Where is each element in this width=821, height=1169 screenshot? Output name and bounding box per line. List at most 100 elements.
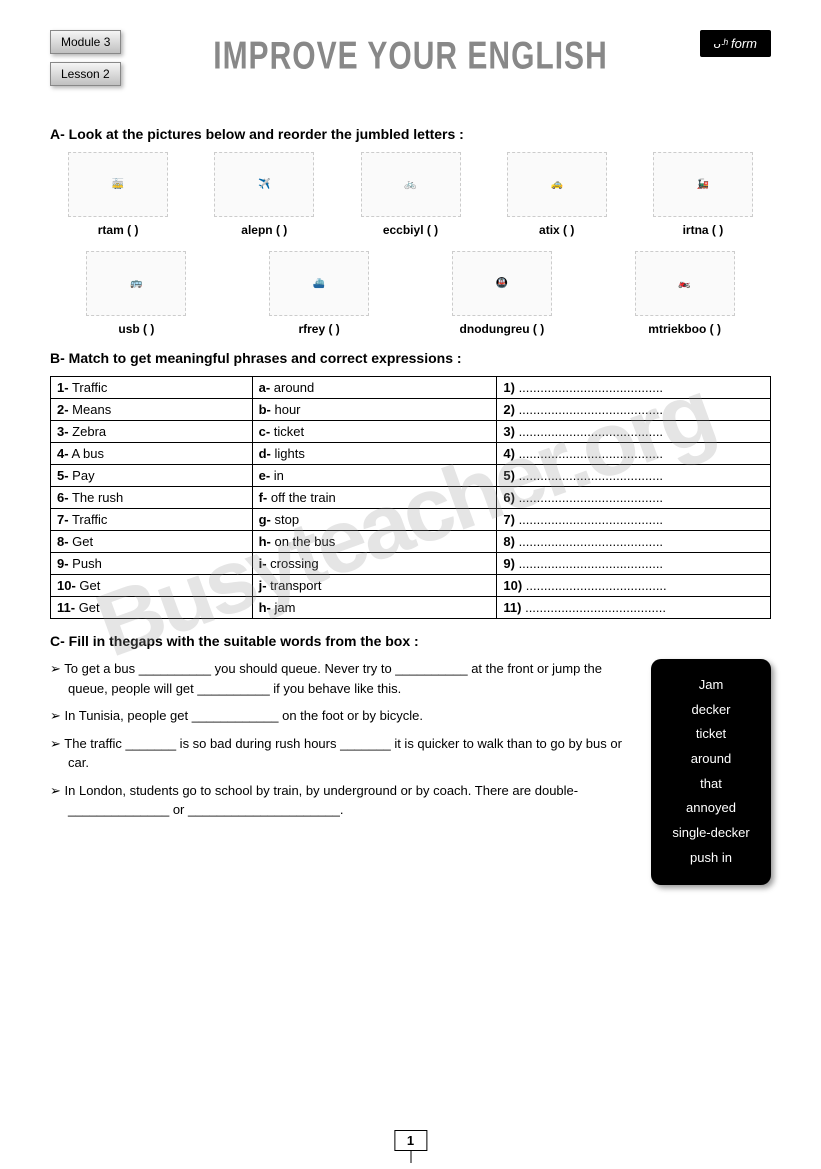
table-cell: 10- Get: [51, 575, 253, 597]
word-box-item: that: [663, 772, 759, 797]
table-cell: 3- Zebra: [51, 421, 253, 443]
table-cell: 8) .....................................…: [497, 531, 771, 553]
page-tail: [410, 1151, 411, 1163]
img-label: mtriekboo ( ): [598, 322, 771, 336]
image-row-2: 🚌 usb ( ) ⛴️ rfrey ( ) 🚇 dnodungreu ( ) 🏍️ m…: [50, 251, 771, 336]
img-item: 🚲 eccbiyl ( ): [342, 152, 478, 237]
table-cell: 6- The rush: [51, 487, 253, 509]
header: Module 3 Lesson 2 IMPROVE YOUR ENGLISH 8…: [50, 30, 771, 86]
table-cell: 3) .....................................…: [497, 421, 771, 443]
motorbike-icon: 🏍️: [635, 251, 735, 316]
image-row-1: 🚋 rtam ( ) ✈️ alepn ( ) 🚲 eccbiyl ( ) 🚕 atix…: [50, 152, 771, 237]
img-label: eccbiyl ( ): [342, 223, 478, 237]
img-label: rfrey ( ): [233, 322, 406, 336]
table-cell: b- hour: [252, 399, 497, 421]
table-cell: 1- Traffic: [51, 377, 253, 399]
fill-text: To get a bus __________ you should queue…: [50, 659, 637, 885]
page-title: IMPROVE YOUR ENGLISH: [121, 35, 699, 79]
fill-line: In London, students go to school by trai…: [50, 781, 637, 820]
table-row: 6- The rushf- off the train6) ..........…: [51, 487, 771, 509]
section-c-title: C- Fill in thegaps with the suitable wor…: [50, 633, 771, 649]
train-icon: 🚂: [653, 152, 753, 217]
section-a-title: A- Look at the pictures below and reorde…: [50, 126, 771, 142]
table-row: 1- Traffica- around1) ..................…: [51, 377, 771, 399]
word-box-item: decker: [663, 698, 759, 723]
table-cell: i- crossing: [252, 553, 497, 575]
table-cell: 2) .....................................…: [497, 399, 771, 421]
table-row: 10- Getj- transport10) .................…: [51, 575, 771, 597]
table-row: 9- Pushi- crossing9) ...................…: [51, 553, 771, 575]
lesson-label: Lesson 2: [50, 62, 121, 86]
taxi-icon: 🚕: [507, 152, 607, 217]
table-cell: a- around: [252, 377, 497, 399]
img-label: dnodungreu ( ): [416, 322, 589, 336]
table-row: 5- Paye- in5) ..........................…: [51, 465, 771, 487]
plane-icon: ✈️: [214, 152, 314, 217]
table-row: 7- Trafficg- stop7) ....................…: [51, 509, 771, 531]
table-cell: 5) .....................................…: [497, 465, 771, 487]
table-cell: h- on the bus: [252, 531, 497, 553]
table-cell: 7) .....................................…: [497, 509, 771, 531]
word-box-item: around: [663, 747, 759, 772]
word-box-item: push in: [663, 846, 759, 871]
bus-icon: 🚌: [86, 251, 186, 316]
table-cell: 8- Get: [51, 531, 253, 553]
img-item: 🏍️ mtriekboo ( ): [598, 251, 771, 336]
page-number: 1: [394, 1130, 427, 1151]
table-row: 11- Geth- jam11) .......................…: [51, 597, 771, 619]
img-item: ⛴️ rfrey ( ): [233, 251, 406, 336]
word-box-item: Jam: [663, 673, 759, 698]
img-label: usb ( ): [50, 322, 223, 336]
table-cell: g- stop: [252, 509, 497, 531]
module-label: Module 3: [50, 30, 121, 54]
img-item: 🚂 irtna ( ): [635, 152, 771, 237]
table-cell: 4- A bus: [51, 443, 253, 465]
header-left: Module 3 Lesson 2: [50, 30, 121, 86]
table-cell: f- off the train: [252, 487, 497, 509]
table-cell: 4) .....................................…: [497, 443, 771, 465]
table-cell: 1) .....................................…: [497, 377, 771, 399]
img-label: atix ( ): [489, 223, 625, 237]
bicycle-icon: 🚲: [361, 152, 461, 217]
table-row: 3- Zebrac- ticket3) ....................…: [51, 421, 771, 443]
form-label: 8ᵗʰ form: [700, 30, 771, 57]
img-item: 🚇 dnodungreu ( ): [416, 251, 589, 336]
table-cell: 2- Means: [51, 399, 253, 421]
table-cell: 11- Get: [51, 597, 253, 619]
fill-line: To get a bus __________ you should queue…: [50, 659, 637, 698]
img-label: alepn ( ): [196, 223, 332, 237]
table-cell: c- ticket: [252, 421, 497, 443]
table-cell: 9) .....................................…: [497, 553, 771, 575]
table-cell: 10) ....................................…: [497, 575, 771, 597]
table-cell: 9- Push: [51, 553, 253, 575]
table-cell: e- in: [252, 465, 497, 487]
word-box-item: ticket: [663, 722, 759, 747]
table-cell: 7- Traffic: [51, 509, 253, 531]
word-box-item: annoyed: [663, 796, 759, 821]
fill-line: The traffic _______ is so bad during rus…: [50, 734, 637, 773]
table-cell: 11) ....................................…: [497, 597, 771, 619]
table-cell: h- jam: [252, 597, 497, 619]
section-c: To get a bus __________ you should queue…: [50, 659, 771, 885]
table-row: 4- A busd- lights4) ....................…: [51, 443, 771, 465]
table-cell: j- transport: [252, 575, 497, 597]
img-label: irtna ( ): [635, 223, 771, 237]
ferry-icon: ⛴️: [269, 251, 369, 316]
section-b-title: B- Match to get meaningful phrases and c…: [50, 350, 771, 366]
img-item: 🚌 usb ( ): [50, 251, 223, 336]
table-cell: 5- Pay: [51, 465, 253, 487]
img-item: ✈️ alepn ( ): [196, 152, 332, 237]
table-row: 2- Meansb- hour2) ......................…: [51, 399, 771, 421]
word-box: Jamdeckerticketaroundthatannoyedsingle-d…: [651, 659, 771, 885]
img-item: 🚕 atix ( ): [489, 152, 625, 237]
table-cell: 6) .....................................…: [497, 487, 771, 509]
fill-line: In Tunisia, people get ____________ on t…: [50, 706, 637, 726]
table-cell: d- lights: [252, 443, 497, 465]
underground-icon: 🚇: [452, 251, 552, 316]
img-label: rtam ( ): [50, 223, 186, 237]
match-table: 1- Traffica- around1) ..................…: [50, 376, 771, 619]
tram-icon: 🚋: [68, 152, 168, 217]
img-item: 🚋 rtam ( ): [50, 152, 186, 237]
word-box-item: single-decker: [663, 821, 759, 846]
table-row: 8- Geth- on the bus8) ..................…: [51, 531, 771, 553]
